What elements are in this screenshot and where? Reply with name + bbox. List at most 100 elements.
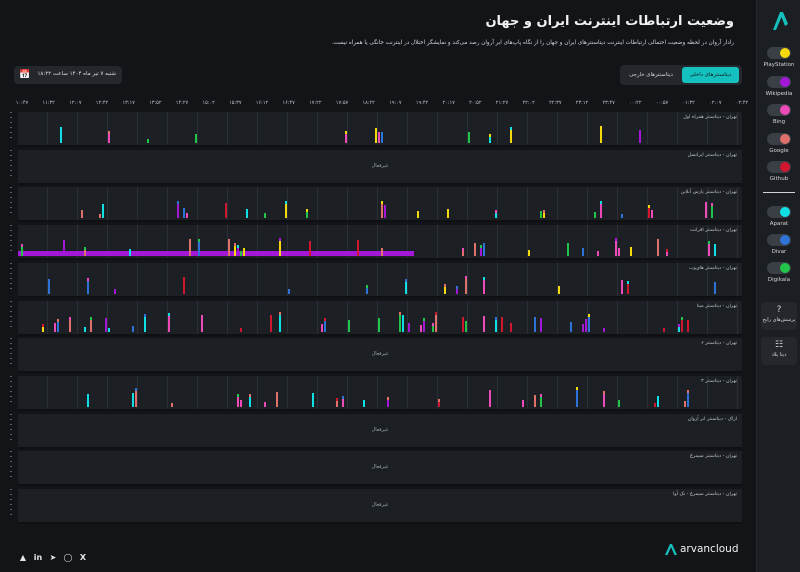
brand-name: arvancloud	[680, 543, 739, 555]
service-toggle-github[interactable]: Github	[757, 161, 800, 182]
status-bar	[534, 394, 536, 407]
status-bar	[159, 251, 162, 257]
status-bar	[186, 213, 188, 219]
toggle-switch[interactable]	[767, 132, 791, 145]
time-tick: ۱۲:۰۷	[69, 100, 82, 106]
toggle-knob	[780, 76, 790, 87]
status-bar	[576, 389, 578, 407]
status-bar	[237, 396, 239, 407]
datacenter-row[interactable]: تهران - دیتاسنتر افرانت	[18, 225, 742, 261]
status-bar	[255, 251, 258, 257]
datacenter-row[interactable]: تهران - دیتاسنتر ۶ غیرفعال	[18, 338, 742, 374]
toggle-switch[interactable]	[767, 262, 791, 274]
unavailable-label: غیرفعال	[371, 351, 389, 358]
status-bar	[69, 316, 71, 320]
service-toggle-playstation[interactable]: PlayStation	[757, 47, 800, 68]
datacenter-row[interactable]: اراک - دیتاسنتر ابر آروان غیرفعال	[18, 413, 742, 449]
status-bar	[54, 322, 56, 332]
row-y-axis	[10, 451, 13, 484]
status-bar	[246, 209, 248, 219]
datacenter-row[interactable]: تهران - دیتاسنتر مبنا	[18, 300, 742, 336]
status-bar	[84, 247, 86, 251]
status-bar	[171, 251, 174, 257]
status-bar	[615, 238, 617, 242]
status-bar	[198, 239, 200, 243]
service-toggle-google[interactable]: Google	[757, 132, 800, 154]
status-bar	[456, 288, 458, 294]
datacenter-row[interactable]: تهران - دیتاسنتر سیمرغ - تک آوا غیرفعال	[18, 489, 742, 524]
status-bar	[336, 251, 339, 257]
gitlab-icon[interactable]: ▲	[19, 553, 27, 562]
time-tick: ۱۹:۴۲	[415, 100, 429, 106]
datacenter-row[interactable]: تهران - دیتاسنتر ایرانسل غیرفعال	[18, 149, 742, 185]
row-label: تهران - دیتاسنتر های‌وب	[689, 265, 737, 271]
status-bar	[285, 204, 287, 219]
datacenter-row[interactable]: تهران - دیتاسنتر ۳	[18, 375, 742, 411]
status-bar	[462, 316, 464, 332]
status-bar	[225, 203, 227, 219]
status-bar	[87, 251, 90, 257]
status-bar	[408, 322, 410, 332]
social-links: ▲ in ➤ ◯ X	[18, 545, 93, 562]
date-picker[interactable]: 📅 شنبه ۷ تیر ماه ۱۴۰۴ ساعت ۱۸:۲۲	[14, 66, 122, 84]
status-bar	[468, 132, 470, 143]
status-bar	[183, 208, 185, 219]
x-icon[interactable]: X	[79, 553, 87, 562]
status-bar	[432, 322, 434, 326]
row-label: تهران - دیتاسنتر افرانت	[690, 228, 737, 234]
status-bar	[342, 251, 345, 257]
datacenter-row[interactable]: تهران - دیتاسنتر سیمرغ غیرفعال	[18, 451, 742, 487]
docs-button[interactable]: ☷ دیتا پلاد	[761, 337, 797, 365]
calendar-icon: 📅	[19, 70, 31, 80]
service-toggle-bing[interactable]: Bing	[757, 104, 800, 125]
status-bar	[396, 251, 399, 257]
button-label: پرسش‌های رایج	[762, 317, 796, 323]
status-bar	[543, 213, 545, 219]
status-bar	[99, 214, 101, 219]
row-y-axis	[10, 149, 13, 183]
time-tick: ۲۳:۱۲	[575, 100, 589, 106]
status-bar	[321, 323, 323, 332]
telegram-icon[interactable]: ➤	[49, 553, 57, 562]
datacenter-row[interactable]: تهران - دیتاسنتر های‌وب	[18, 262, 742, 298]
service-toggle-divar[interactable]: Divar	[757, 234, 800, 255]
status-bar	[84, 250, 86, 257]
status-bar	[657, 239, 659, 257]
datacenter-row[interactable]: تهران - دیتاسنتر پارس آنلاین	[18, 187, 742, 223]
toggle-switch[interactable]	[767, 206, 791, 218]
service-toggle-digikala[interactable]: Digikala	[757, 262, 800, 283]
status-bar	[330, 251, 333, 257]
toggle-switch[interactable]	[767, 75, 791, 88]
row-status-chart	[18, 238, 716, 257]
status-bar	[87, 280, 89, 294]
datacenter-row[interactable]: تهران - دیتاسنتر همراه اول	[18, 112, 742, 147]
status-bar	[648, 208, 650, 219]
status-bar	[48, 251, 51, 257]
service-toggle-aparat[interactable]: Aparat	[757, 206, 800, 227]
instagram-icon[interactable]: ◯	[63, 553, 73, 562]
status-bar	[354, 251, 357, 257]
service-label: Divar	[771, 249, 787, 255]
status-bar	[369, 251, 372, 257]
toggle-switch[interactable]	[767, 47, 791, 59]
status-bar	[390, 251, 393, 257]
status-bar	[435, 311, 437, 315]
status-bar	[168, 251, 171, 257]
status-bar	[288, 288, 290, 294]
status-bar	[69, 251, 72, 257]
row-y-axis	[10, 112, 13, 145]
toggle-switch[interactable]	[767, 104, 791, 116]
status-bar	[474, 243, 476, 257]
linkedin-icon[interactable]: in	[33, 553, 43, 562]
status-bar	[237, 248, 239, 257]
status-bar	[603, 390, 605, 394]
service-toggle-wikipedia[interactable]: Wikipedia	[757, 75, 800, 97]
status-bar	[234, 246, 236, 257]
status-bar	[234, 243, 236, 247]
faq-button[interactable]: ? پرسش‌های رایج	[761, 302, 797, 330]
tab-international[interactable]: دیتاسنترهای خارجی	[629, 72, 673, 78]
toggle-switch[interactable]	[767, 161, 791, 173]
toggle-knob	[780, 263, 790, 273]
toggle-switch[interactable]	[767, 234, 791, 246]
tab-domestic[interactable]: دیتاسنترهای داخلی	[682, 67, 739, 83]
